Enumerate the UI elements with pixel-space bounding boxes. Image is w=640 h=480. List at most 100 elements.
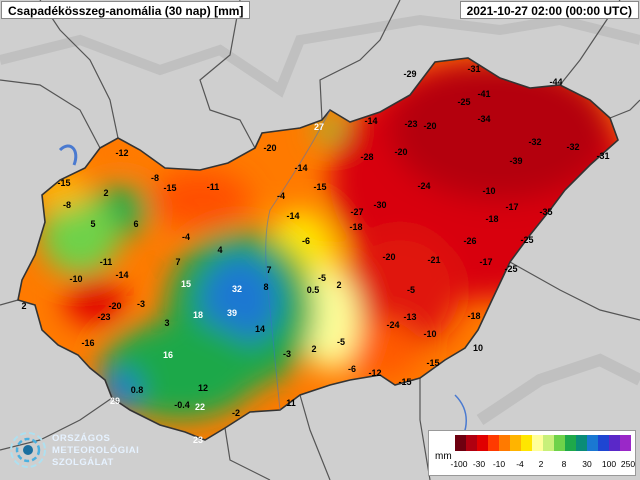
station-value: -18 bbox=[485, 214, 498, 224]
station-value: 32 bbox=[232, 284, 242, 294]
station-value: 5 bbox=[90, 219, 95, 229]
legend-tick-label: -30 bbox=[472, 459, 486, 469]
legend-tick-label: -4 bbox=[516, 459, 524, 469]
station-value: 2 bbox=[103, 188, 108, 198]
station-value: -18 bbox=[349, 222, 362, 232]
station-value: -25 bbox=[520, 235, 533, 245]
legend-swatch bbox=[521, 435, 532, 451]
station-value: -25 bbox=[457, 97, 470, 107]
station-value: -34 bbox=[477, 114, 490, 124]
station-value: -10 bbox=[69, 274, 82, 284]
legend-swatch bbox=[510, 435, 521, 451]
station-value: -44 bbox=[549, 77, 562, 87]
legend-swatch bbox=[576, 435, 587, 451]
station-value: -15 bbox=[398, 377, 411, 387]
station-value: -41 bbox=[477, 89, 490, 99]
legend-swatch bbox=[499, 435, 510, 451]
station-value: -20 bbox=[108, 301, 121, 311]
legend-swatch bbox=[565, 435, 576, 451]
legend-swatch bbox=[532, 435, 543, 451]
station-value: -14 bbox=[286, 211, 299, 221]
station-value: 2 bbox=[21, 301, 26, 311]
station-value: -12 bbox=[368, 368, 381, 378]
station-value: -5 bbox=[407, 285, 415, 295]
station-value: -31 bbox=[467, 64, 480, 74]
station-value: -32 bbox=[566, 142, 579, 152]
station-value: -20 bbox=[263, 143, 276, 153]
station-value: -8 bbox=[151, 173, 159, 183]
station-value: -8 bbox=[63, 200, 71, 210]
station-value: -10 bbox=[482, 186, 495, 196]
station-value: -21 bbox=[427, 255, 440, 265]
station-value: -31 bbox=[596, 151, 609, 161]
legend-swatch bbox=[620, 435, 631, 451]
station-value: -25 bbox=[504, 264, 517, 274]
station-value: -17 bbox=[479, 257, 492, 267]
station-value: 7 bbox=[175, 257, 180, 267]
station-value: -20 bbox=[394, 147, 407, 157]
station-value: -16 bbox=[81, 338, 94, 348]
station-value: -14 bbox=[364, 116, 377, 126]
station-value: 22 bbox=[195, 402, 205, 412]
station-value: -3 bbox=[137, 299, 145, 309]
station-value: 7 bbox=[266, 265, 271, 275]
legend-tick-label: 250 bbox=[620, 459, 636, 469]
station-value: 14 bbox=[255, 324, 265, 334]
logo-line2: METEOROLÓGIAI bbox=[52, 445, 140, 456]
legend-swatch bbox=[455, 435, 466, 451]
station-value: -20 bbox=[423, 121, 436, 131]
station-value: -17 bbox=[505, 202, 518, 212]
terrain-ridge bbox=[476, 353, 640, 425]
map-title: Csapadékösszeg-anomália (30 nap) [mm] bbox=[1, 1, 251, 19]
station-value: -14 bbox=[115, 270, 128, 280]
station-value: -13 bbox=[403, 312, 416, 322]
station-value: 0.5 bbox=[307, 285, 320, 295]
station-value: 12 bbox=[198, 383, 208, 393]
station-value: -4 bbox=[182, 232, 190, 242]
river-danube bbox=[265, 109, 331, 411]
legend-swatch bbox=[598, 435, 609, 451]
station-value: -24 bbox=[417, 181, 430, 191]
legend-tick-label: 30 bbox=[582, 459, 592, 469]
station-value: -5 bbox=[337, 337, 345, 347]
legend-unit: mm bbox=[435, 451, 452, 462]
station-value: -15 bbox=[163, 183, 176, 193]
station-value: -3 bbox=[283, 349, 291, 359]
station-value: -10 bbox=[423, 329, 436, 339]
omsz-logo: ORSZÁGOS METEOROLÓGIAI SZOLGÁLAT bbox=[8, 430, 158, 474]
station-value: -4 bbox=[277, 191, 285, 201]
station-value: -12 bbox=[115, 148, 128, 158]
legend-tick-label: -100 bbox=[450, 459, 468, 469]
logo-line3: SZOLGÁLAT bbox=[52, 457, 114, 468]
station-value: 18 bbox=[193, 310, 203, 320]
legend-swatch bbox=[554, 435, 565, 451]
station-value: -6 bbox=[348, 364, 356, 374]
legend-tick-label: 2 bbox=[538, 459, 544, 469]
legend-colorbar bbox=[455, 435, 631, 451]
station-value: -15 bbox=[313, 182, 326, 192]
map-datetime: 2021-10-27 02:00 (00:00 UTC) bbox=[459, 1, 639, 19]
legend-tick-label: 8 bbox=[561, 459, 567, 469]
station-value: 2 bbox=[336, 280, 341, 290]
station-value: -39 bbox=[509, 156, 522, 166]
station-value: 11 bbox=[286, 398, 296, 408]
logo-line1: ORSZÁGOS bbox=[52, 433, 111, 444]
station-value: 3 bbox=[164, 318, 169, 328]
station-value: -15 bbox=[57, 178, 70, 188]
station-value: 4 bbox=[217, 245, 222, 255]
station-value: -20 bbox=[382, 252, 395, 262]
station-value: -11 bbox=[100, 257, 113, 267]
legend-swatch bbox=[609, 435, 620, 451]
station-value: -27 bbox=[350, 207, 363, 217]
station-value: 29 bbox=[110, 396, 120, 406]
station-value: -23 bbox=[97, 312, 110, 322]
color-legend: mm -100 -30 -10 -4 2 8 30 100 250 bbox=[428, 430, 636, 476]
station-value: -26 bbox=[463, 236, 476, 246]
station-value: -35 bbox=[539, 207, 552, 217]
station-value: -23 bbox=[404, 119, 417, 129]
legend-swatch bbox=[466, 435, 477, 451]
station-value: 2 bbox=[311, 344, 316, 354]
